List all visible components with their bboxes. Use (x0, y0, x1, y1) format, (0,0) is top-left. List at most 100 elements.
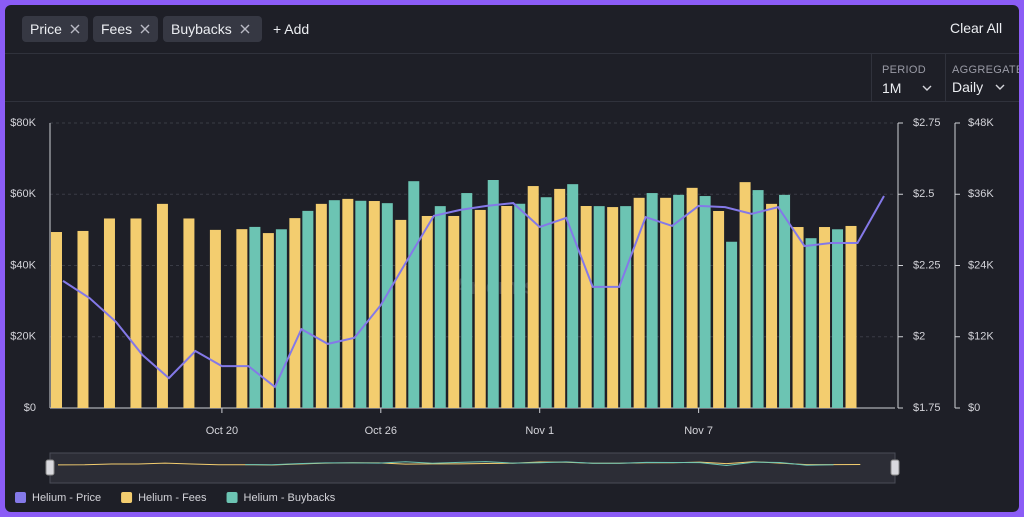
legend-item[interactable]: Helium - Price (15, 492, 101, 504)
x-tick-label: Oct 20 (206, 425, 238, 437)
divider (945, 53, 946, 101)
bar (726, 241, 738, 408)
filter-chip[interactable]: Buybacks (163, 16, 262, 42)
bar (819, 227, 831, 408)
line (62, 195, 885, 389)
bar (381, 203, 393, 408)
bar (51, 232, 62, 408)
chart: Artemis$0$20K$40K$60K$80K$1.75$2$2.25$2.… (10, 117, 994, 504)
bar (527, 186, 539, 408)
legend-label: Helium - Fees (138, 492, 207, 504)
legend-swatch (226, 492, 238, 503)
bar (249, 226, 261, 408)
legend-swatch (121, 492, 133, 503)
y-tick-label: $40K (10, 259, 36, 271)
y2-tick-label: $2.75 (913, 117, 941, 129)
chip-label: Fees (101, 21, 133, 37)
legend-label: Helium - Price (32, 492, 101, 504)
bar (646, 193, 658, 408)
bar (209, 229, 221, 408)
y2-tick-label: $2.5 (913, 188, 934, 200)
bar (779, 194, 791, 408)
bar (448, 215, 460, 408)
x-tick-label: Nov 7 (684, 425, 713, 437)
bar (620, 206, 632, 408)
bar (739, 182, 751, 408)
x-tick-label: Oct 26 (365, 425, 397, 437)
bar (713, 210, 725, 408)
bar (434, 206, 446, 408)
y2-tick-label: $1.75 (913, 402, 941, 414)
legend-item[interactable]: Helium - Buybacks (226, 492, 336, 504)
bar (315, 203, 327, 408)
bar (421, 215, 433, 408)
bar (805, 238, 817, 408)
bar (593, 206, 605, 408)
bar (752, 190, 764, 408)
bar (77, 230, 89, 408)
bar (461, 193, 473, 408)
chip-label: Price (30, 21, 62, 37)
filter-chip[interactable]: Fees (93, 16, 158, 42)
clear-all-button[interactable]: Clear All (950, 20, 1003, 36)
bar (554, 188, 566, 408)
y-tick-label: $0 (24, 402, 36, 414)
add-button[interactable]: + Add (273, 21, 310, 37)
bar (660, 197, 672, 408)
chevron (922, 85, 932, 91)
bar (236, 229, 248, 408)
y3-tick-label: $36K (968, 188, 994, 200)
aggregate-label: AGGREGATE (952, 64, 1019, 76)
legend-label: Helium - Buybacks (244, 492, 336, 504)
bar (792, 227, 804, 408)
x-tick-label: Nov 1 (525, 425, 554, 437)
bar (607, 207, 619, 408)
divider (871, 53, 872, 101)
y3-tick-label: $12K (968, 331, 994, 343)
bar (395, 219, 407, 408)
y2-tick-label: $2.25 (913, 259, 941, 271)
bar (832, 229, 844, 408)
bar (275, 229, 287, 408)
chip-close[interactable] (140, 24, 150, 34)
y3-tick-label: $24K (968, 259, 994, 271)
bar (130, 218, 142, 408)
legend-swatch (15, 492, 26, 503)
bar (103, 218, 115, 408)
period-select[interactable]: 1M (882, 80, 902, 96)
bar (328, 200, 340, 408)
legend-item[interactable]: Helium - Fees (121, 492, 207, 504)
bar (368, 201, 380, 408)
bar (673, 194, 685, 408)
bar (580, 206, 592, 408)
bar (845, 225, 857, 408)
navigator-line (245, 461, 834, 467)
bar (501, 206, 513, 408)
bar (302, 210, 314, 408)
divider (5, 53, 1019, 54)
period-label: PERIOD (882, 64, 926, 76)
chip-close[interactable] (240, 24, 250, 34)
bar (156, 203, 168, 408)
chip-close[interactable] (70, 24, 80, 34)
y3-tick-label: $0 (968, 402, 980, 414)
navigator-handle[interactable] (45, 459, 55, 476)
aggregate-select[interactable]: Daily (952, 79, 984, 95)
chevron (995, 84, 1005, 90)
bar (766, 203, 778, 408)
bar (699, 196, 711, 408)
bar (686, 187, 698, 408)
y2-tick-label: $2 (913, 331, 925, 343)
bar (342, 198, 354, 408)
navigator-line (57, 461, 861, 466)
frame: Artemis$0$20K$40K$60K$80K$1.75$2$2.25$2.… (5, 5, 1019, 512)
bar (355, 200, 367, 408)
y3-tick-label: $48K (968, 117, 994, 129)
bar (289, 218, 301, 408)
navigator-handle[interactable] (890, 459, 900, 476)
filter-chip[interactable]: Price (22, 16, 88, 42)
divider (5, 101, 1019, 102)
bar (487, 180, 499, 408)
bar (183, 218, 195, 408)
